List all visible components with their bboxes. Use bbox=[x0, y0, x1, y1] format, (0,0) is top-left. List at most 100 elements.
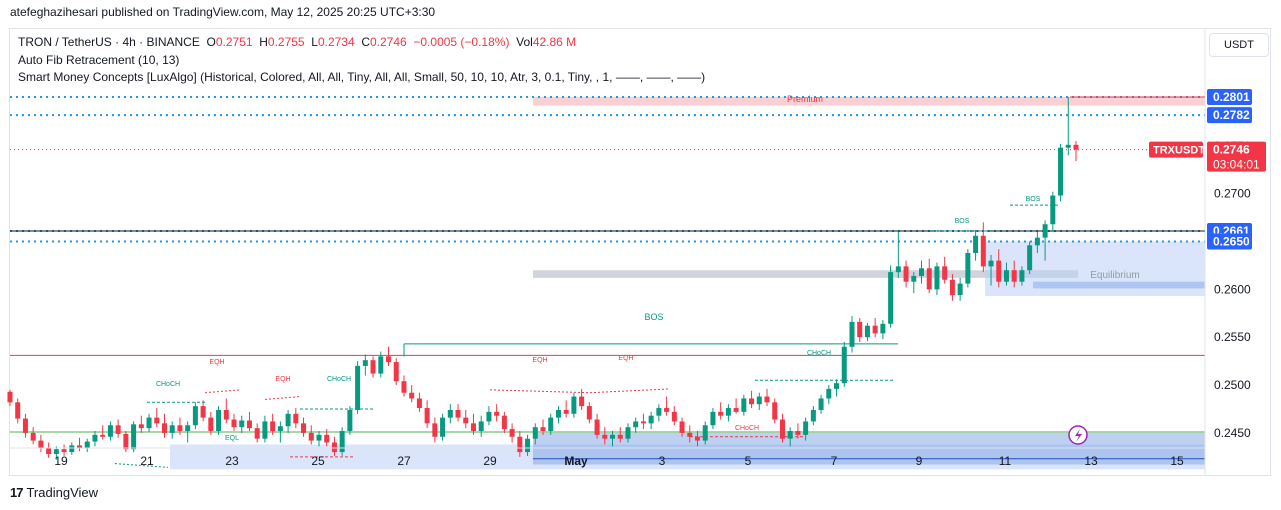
chart-frame bbox=[9, 28, 1271, 476]
volume-label: Vol bbox=[516, 35, 533, 49]
candle-body bbox=[192, 406, 198, 426]
candle-body bbox=[1019, 270, 1025, 282]
candle-body bbox=[169, 425, 175, 433]
last-price-tag-bg bbox=[1207, 141, 1266, 172]
candle-body bbox=[749, 398, 755, 405]
price-tag-bg bbox=[1207, 107, 1252, 124]
candle-body bbox=[324, 434, 330, 443]
close-value: 0.2746 bbox=[370, 35, 407, 49]
eql-label: EQL bbox=[225, 435, 239, 442]
candle-body bbox=[84, 441, 90, 449]
x-tick-label: 11 bbox=[999, 454, 1012, 468]
countdown-label: 03:04:01 bbox=[1213, 158, 1260, 172]
order-block-strip bbox=[1033, 281, 1205, 289]
y-tick-label: 0.2600 bbox=[1214, 282, 1251, 296]
candle-body bbox=[401, 381, 407, 393]
candle-body bbox=[779, 419, 785, 439]
candle-body bbox=[308, 432, 314, 441]
candle-body bbox=[486, 411, 492, 422]
candle-body bbox=[1027, 245, 1033, 271]
candle-body bbox=[115, 425, 121, 434]
candle-body bbox=[362, 360, 368, 366]
tradingview-brand[interactable]: 17 TradingView bbox=[10, 485, 98, 500]
candle-body bbox=[602, 434, 608, 439]
candle-body bbox=[733, 408, 739, 412]
candle-body bbox=[494, 411, 500, 416]
candle-body bbox=[625, 427, 631, 439]
candle-body bbox=[648, 415, 654, 424]
candle-body bbox=[355, 365, 361, 410]
x-tick-label: 13 bbox=[1084, 454, 1098, 468]
candle-body bbox=[38, 440, 44, 449]
candle-body bbox=[965, 252, 971, 284]
eqh-line-4 bbox=[589, 388, 671, 394]
candle-body bbox=[571, 396, 577, 414]
x-tick-label: 19 bbox=[54, 454, 68, 468]
candle-body bbox=[741, 398, 747, 412]
candle-body bbox=[594, 419, 600, 435]
candle-body bbox=[1042, 224, 1048, 238]
choch-label-3: CHoCH bbox=[807, 350, 831, 357]
bos-label-main: BOS bbox=[644, 312, 663, 322]
candle-body bbox=[61, 449, 67, 453]
candle-body bbox=[942, 266, 948, 280]
candle-body bbox=[138, 424, 144, 429]
indicator-smc[interactable]: Smart Money Concepts [LuxAlgo] (Historic… bbox=[18, 70, 706, 84]
eqh-label-2: EQH bbox=[275, 376, 290, 383]
y-tick-label: 0.2500 bbox=[1214, 378, 1251, 392]
candle-body bbox=[92, 434, 98, 442]
open-label: O bbox=[206, 35, 216, 49]
candle-body bbox=[826, 388, 832, 399]
candle-body bbox=[30, 432, 36, 441]
high-label: H bbox=[259, 35, 268, 49]
symbol-tag-label: TRXUSDT bbox=[1153, 145, 1205, 157]
currency-button[interactable]: USDT bbox=[1209, 33, 1269, 57]
candle-body bbox=[223, 409, 229, 420]
candle-body bbox=[15, 402, 21, 419]
candle-body bbox=[254, 428, 260, 439]
candle-body bbox=[77, 445, 83, 449]
choch-label-2: CHoCH bbox=[327, 376, 351, 383]
candle-body bbox=[563, 409, 569, 414]
candle-body bbox=[339, 431, 345, 453]
high-value: 0.2755 bbox=[267, 35, 305, 49]
candle-body bbox=[301, 423, 307, 433]
candle-body bbox=[911, 275, 917, 282]
candle-body bbox=[432, 423, 438, 437]
price-tag-bg bbox=[1207, 88, 1252, 105]
candle-body bbox=[154, 417, 160, 424]
symbol-name[interactable]: TRON / TetherUS · 4h · BINANCE bbox=[18, 35, 200, 49]
candle-body bbox=[455, 409, 461, 418]
candle-body bbox=[316, 434, 322, 441]
candle-body bbox=[787, 431, 793, 439]
candle-body bbox=[501, 415, 507, 430]
symbol-tag-bg[interactable] bbox=[1149, 141, 1203, 158]
candle-body bbox=[656, 408, 662, 416]
candle-body bbox=[903, 266, 909, 282]
tradingview-logo-icon: 17 bbox=[10, 485, 24, 500]
candle-body bbox=[872, 325, 878, 334]
candle-body bbox=[633, 421, 639, 428]
candle-body bbox=[200, 406, 206, 418]
equilibrium-label: Equilibrium bbox=[1090, 270, 1139, 281]
volume-value: 42.86 M bbox=[532, 35, 577, 49]
candle-body bbox=[880, 323, 886, 334]
candle-body bbox=[131, 424, 137, 450]
candle-body bbox=[517, 436, 523, 453]
candle-body bbox=[146, 417, 152, 429]
candle-body bbox=[416, 398, 422, 409]
discount-zone-dark bbox=[533, 432, 1205, 465]
close-label: C bbox=[361, 35, 370, 49]
candle-body bbox=[161, 423, 167, 433]
y-tick-label: 0.2550 bbox=[1214, 330, 1251, 344]
eqh-label-4: EQH bbox=[618, 355, 633, 362]
candle-body bbox=[53, 449, 59, 454]
candle-body bbox=[370, 360, 376, 374]
candle-body bbox=[895, 266, 901, 273]
candle-body bbox=[710, 411, 716, 426]
indicator-fib[interactable]: Auto Fib Retracement (10, 13) bbox=[18, 53, 180, 67]
candle-body bbox=[107, 425, 113, 437]
y-tick-label: 0.2700 bbox=[1214, 187, 1251, 201]
candle-body bbox=[640, 421, 646, 424]
